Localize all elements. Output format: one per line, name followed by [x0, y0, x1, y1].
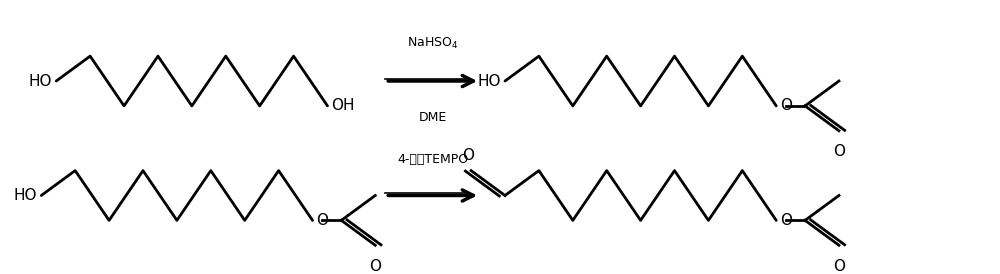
- Text: OH: OH: [331, 98, 355, 113]
- Text: O: O: [833, 144, 845, 159]
- Text: O: O: [317, 213, 329, 228]
- Text: O: O: [462, 148, 474, 163]
- Text: NaHSO$_4$: NaHSO$_4$: [407, 36, 458, 51]
- Text: DME: DME: [419, 111, 447, 124]
- Text: O: O: [780, 213, 792, 228]
- Text: O: O: [369, 259, 381, 274]
- Text: O: O: [833, 259, 845, 274]
- Text: HO: HO: [29, 73, 52, 89]
- Text: O: O: [780, 98, 792, 113]
- Text: HO: HO: [14, 188, 37, 203]
- Text: 4-羟基TEMPO: 4-羟基TEMPO: [397, 153, 468, 165]
- Text: HO: HO: [477, 73, 501, 89]
